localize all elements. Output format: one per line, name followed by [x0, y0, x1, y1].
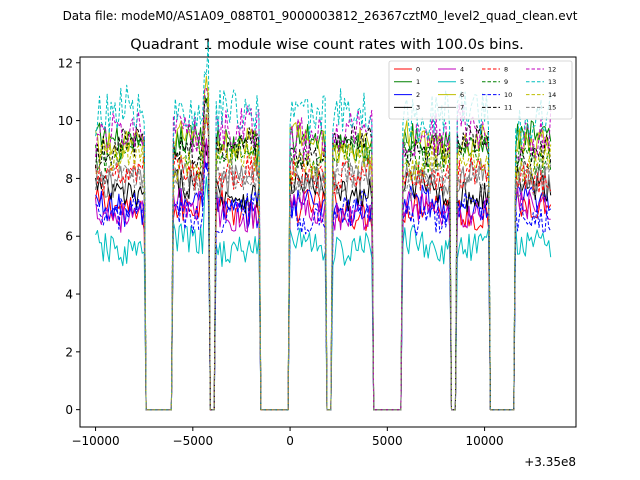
legend-label-11: 11: [504, 104, 512, 112]
legend-label-12: 12: [548, 65, 556, 73]
x-tick-label: −10000: [71, 434, 119, 448]
x-tick-label: 10000: [465, 434, 503, 448]
series-line-15: [95, 107, 552, 411]
legend-label-3: 3: [416, 104, 420, 112]
chart-title: Quadrant 1 module wise count rates with …: [130, 37, 524, 53]
series-line-5: [95, 176, 552, 411]
legend-label-8: 8: [504, 65, 508, 73]
chart-suptitle: Data file: modeM0/AS1A09_088T01_90000038…: [63, 9, 578, 23]
series-line-14: [95, 88, 552, 411]
legend-label-10: 10: [504, 91, 512, 99]
legend-label-0: 0: [416, 65, 420, 73]
series-line-2: [95, 158, 552, 411]
legend-label-5: 5: [460, 78, 464, 86]
series-line-6: [95, 75, 551, 411]
legend-box: [388, 60, 573, 120]
legend-label-13: 13: [548, 78, 556, 86]
legend-label-4: 4: [460, 65, 464, 73]
y-tick-label: 0: [65, 403, 73, 417]
legend-label-15: 15: [548, 104, 556, 112]
axes-frame: [79, 56, 577, 428]
legend-label-7: 7: [460, 104, 464, 112]
y-tick-label: 2: [65, 345, 73, 359]
x-tick-label: 0: [286, 434, 294, 448]
series-line-0: [95, 160, 552, 411]
legend-label-1: 1: [416, 78, 420, 86]
series-line-11: [95, 99, 552, 411]
y-tick-label: 10: [58, 114, 73, 128]
y-tick-label: 4: [65, 288, 73, 302]
x-axis: −10000 −5000 0 5000 10000: [71, 427, 504, 448]
x-offset-label: +3.35e8: [524, 455, 576, 469]
legend-label-9: 9: [504, 78, 508, 86]
legend-label-2: 2: [416, 91, 420, 99]
y-tick-label: 12: [58, 56, 73, 70]
y-tick-label: 6: [65, 230, 73, 244]
x-tick-label: 5000: [372, 434, 403, 448]
legend-label-6: 6: [460, 91, 464, 99]
series-line-3: [95, 141, 552, 411]
y-tick-label: 8: [65, 172, 73, 186]
series-layer: [95, 40, 552, 411]
series-line-9: [95, 97, 552, 411]
x-tick-label: −5000: [173, 434, 214, 448]
series-line-10: [95, 162, 552, 411]
y-axis: 0 2 4 6 8 10 12: [58, 56, 80, 417]
legend-label-14: 14: [548, 91, 556, 99]
